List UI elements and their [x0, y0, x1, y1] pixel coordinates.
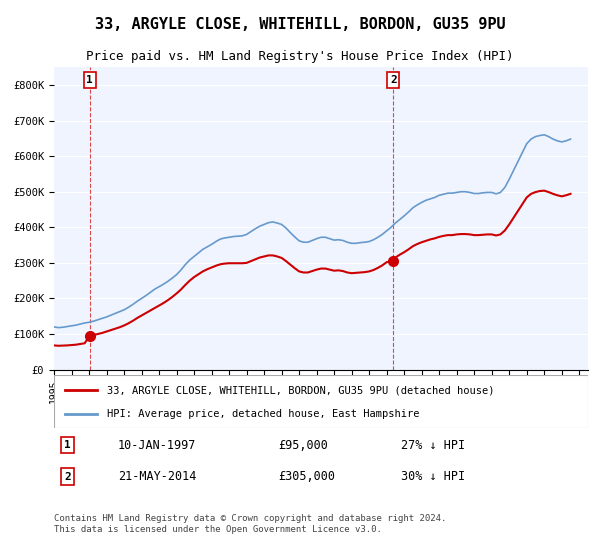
Text: 33, ARGYLE CLOSE, WHITEHILL, BORDON, GU35 9PU: 33, ARGYLE CLOSE, WHITEHILL, BORDON, GU3… [95, 17, 505, 32]
Text: 1: 1 [64, 440, 71, 450]
Text: 27% ↓ HPI: 27% ↓ HPI [401, 438, 465, 451]
Text: 1: 1 [86, 75, 93, 85]
Text: 10-JAN-1997: 10-JAN-1997 [118, 438, 196, 451]
Text: £95,000: £95,000 [278, 438, 328, 451]
Text: HPI: Average price, detached house, East Hampshire: HPI: Average price, detached house, East… [107, 408, 420, 418]
Text: 2: 2 [64, 472, 71, 482]
FancyBboxPatch shape [54, 375, 588, 428]
Text: 2: 2 [390, 75, 397, 85]
Text: £305,000: £305,000 [278, 470, 335, 483]
Text: 30% ↓ HPI: 30% ↓ HPI [401, 470, 465, 483]
Text: Price paid vs. HM Land Registry's House Price Index (HPI): Price paid vs. HM Land Registry's House … [86, 50, 514, 63]
Text: Contains HM Land Registry data © Crown copyright and database right 2024.
This d: Contains HM Land Registry data © Crown c… [54, 514, 446, 534]
Text: 21-MAY-2014: 21-MAY-2014 [118, 470, 196, 483]
Text: 33, ARGYLE CLOSE, WHITEHILL, BORDON, GU35 9PU (detached house): 33, ARGYLE CLOSE, WHITEHILL, BORDON, GU3… [107, 385, 495, 395]
